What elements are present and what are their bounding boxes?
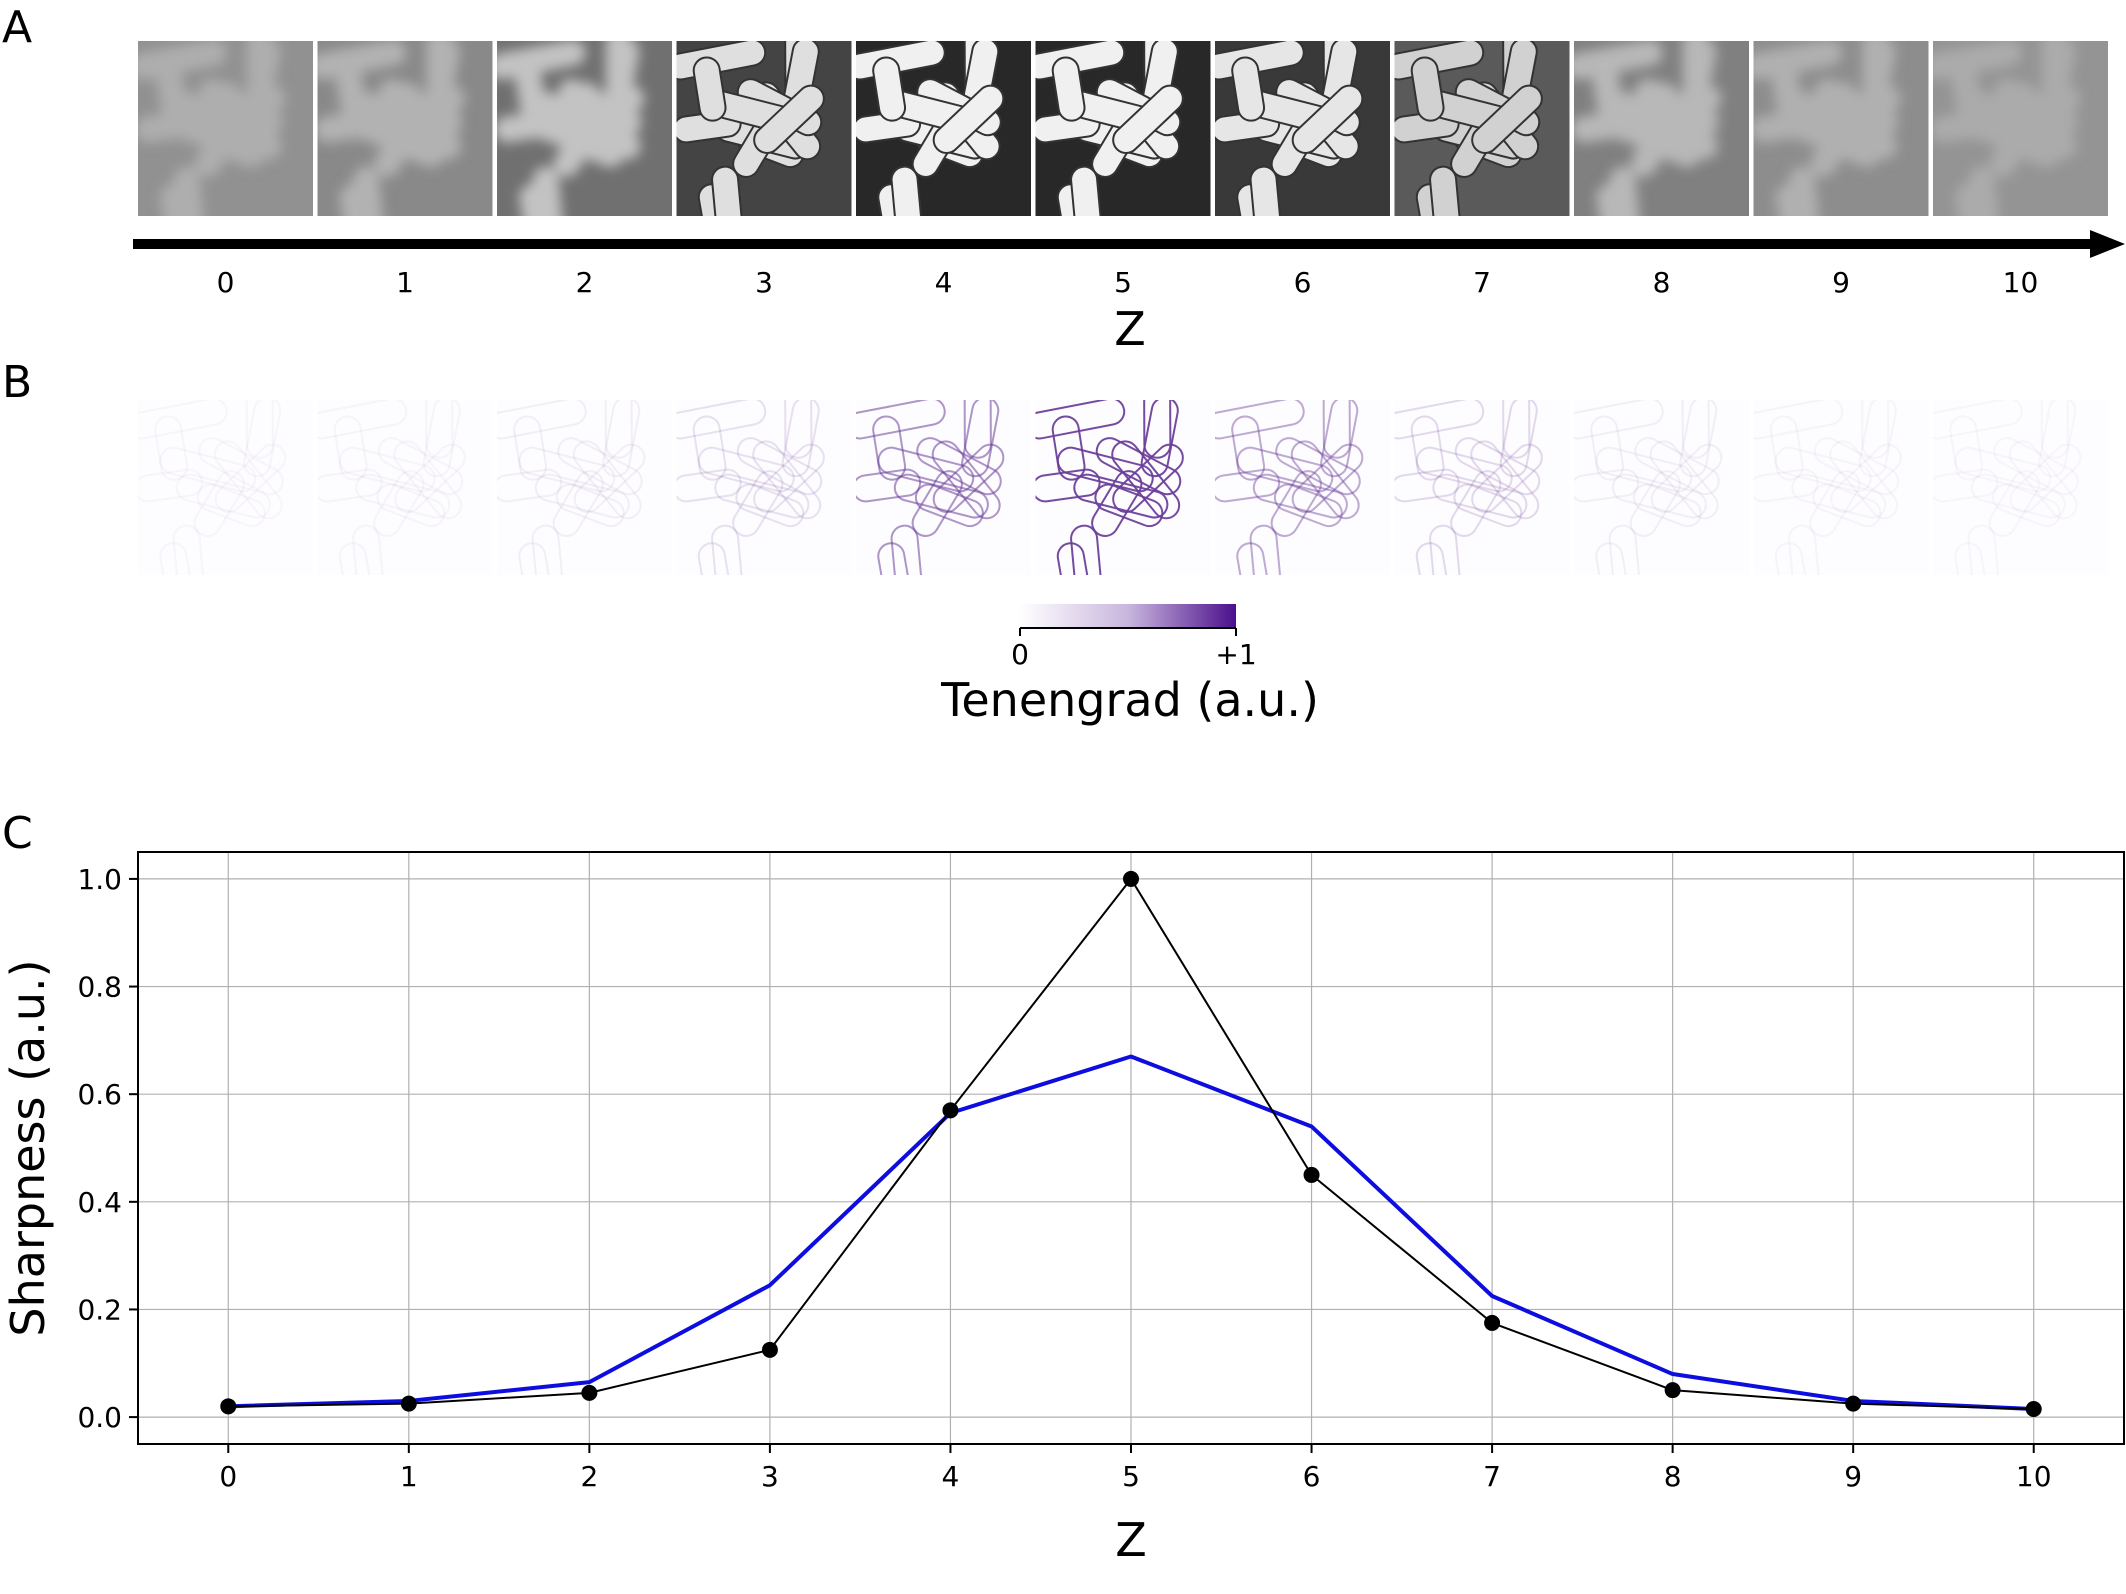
tenengrad-map — [1753, 400, 1929, 575]
tenengrad-map — [856, 400, 1031, 575]
x-tick-label: 9 — [1844, 1460, 1862, 1493]
x-tick-label: 5 — [1122, 1460, 1140, 1493]
z-tick-label: 4 — [935, 266, 953, 299]
z-slice-image — [1215, 41, 1390, 216]
x-tick-label: 7 — [1483, 1460, 1501, 1493]
sharpness-chart: 0 1 2 3 4 5 6 7 8 9 10 0.0 0.2 0.4 0.6 0.8 1.0 Z Sharpn… — [1, 851, 2125, 1567]
z-slice-image — [1035, 41, 1211, 216]
x-tick-label: 1 — [400, 1460, 418, 1493]
tenengrad-map — [317, 400, 493, 575]
z-tick-label: 5 — [1114, 266, 1132, 299]
panel-c-label: C — [2, 808, 33, 859]
tenengrad-image-strip — [138, 400, 2108, 575]
z-slice-image — [138, 41, 313, 216]
data-point — [220, 1398, 237, 1415]
x-axis-label: Z — [1115, 1513, 1147, 1567]
x-tick-label: 2 — [580, 1460, 598, 1493]
z-tick-label: 9 — [1832, 266, 1850, 299]
data-point — [761, 1341, 778, 1358]
x-tick-label: 6 — [1303, 1460, 1321, 1493]
data-point — [1664, 1382, 1681, 1399]
z-slice-image — [1933, 41, 2108, 216]
data-point — [1123, 870, 1139, 887]
data-point — [2025, 1401, 2042, 1418]
y-tick-label: 0.8 — [77, 971, 122, 1004]
z-slice-image — [497, 41, 672, 216]
z-tick-label: 10 — [2003, 266, 2039, 299]
panel-a-label: A — [2, 2, 32, 53]
colorbar: 0 +1 Tenengrad (a.u.) — [940, 604, 1319, 727]
panel-b-label: B — [2, 357, 32, 408]
z-slice-image — [1574, 41, 1749, 216]
z-tick-label: 7 — [1473, 266, 1491, 299]
z-stack-image-strip — [138, 41, 2108, 216]
y-axis-ticks: 0.0 0.2 0.4 0.6 0.8 1.0 — [77, 863, 138, 1434]
z-axis-arrow — [133, 230, 2125, 258]
z-slice-image — [1753, 41, 1929, 216]
z-tick-label: 2 — [576, 266, 594, 299]
z-slice-image — [856, 41, 1031, 216]
colorbar-title: Tenengrad (a.u.) — [940, 673, 1319, 727]
colorbar-gradient — [1020, 604, 1236, 628]
tenengrad-map — [1394, 400, 1570, 575]
data-point — [581, 1384, 598, 1401]
y-tick-label: 0.0 — [77, 1401, 122, 1434]
chart-series — [220, 870, 2042, 1418]
tenengrad-map — [1215, 400, 1390, 575]
x-tick-label: 8 — [1664, 1460, 1682, 1493]
z-slice-image — [676, 41, 852, 216]
z-tick-label: 6 — [1294, 266, 1312, 299]
data-point — [1845, 1395, 1862, 1412]
tenengrad-map — [1933, 400, 2108, 575]
z-tick-label: 0 — [217, 266, 235, 299]
tenengrad-map — [676, 400, 852, 575]
tenengrad-map — [1574, 400, 1749, 575]
colorbar-min-label: 0 — [1011, 638, 1029, 671]
y-tick-label: 0.2 — [77, 1293, 122, 1326]
y-tick-label: 0.6 — [77, 1078, 122, 1111]
x-tick-label: 10 — [2016, 1460, 2052, 1493]
z-tick-label: 8 — [1653, 266, 1671, 299]
z-tick-labels: 0 1 2 3 4 5 6 7 8 9 10 — [217, 266, 2039, 299]
x-tick-label: 4 — [942, 1460, 960, 1493]
data-point — [1484, 1314, 1501, 1331]
tenengrad-map — [497, 400, 672, 575]
x-tick-label: 3 — [761, 1460, 779, 1493]
panel-a-xlabel: Z — [1114, 302, 1146, 356]
z-tick-label: 1 — [396, 266, 414, 299]
chart-grid — [138, 852, 2124, 1444]
z-tick-label: 3 — [755, 266, 773, 299]
data-point — [1303, 1166, 1320, 1183]
y-tick-label: 1.0 — [77, 863, 122, 896]
sharpness-series-blue-line — [228, 1054, 2034, 1412]
tenengrad-map — [138, 400, 313, 575]
tenengrad-map — [1035, 400, 1211, 575]
z-slice-image — [317, 41, 493, 216]
colorbar-max-label: +1 — [1215, 638, 1256, 671]
y-tick-label: 0.4 — [77, 1186, 122, 1219]
z-slice-image — [1394, 41, 1570, 216]
data-point — [942, 1102, 959, 1119]
x-axis-ticks: 0 1 2 3 4 5 6 7 8 9 10 — [219, 1444, 2052, 1493]
x-tick-label: 0 — [219, 1460, 237, 1493]
y-axis-label: Sharpness (a.u.) — [1, 959, 55, 1336]
data-point — [400, 1395, 417, 1412]
